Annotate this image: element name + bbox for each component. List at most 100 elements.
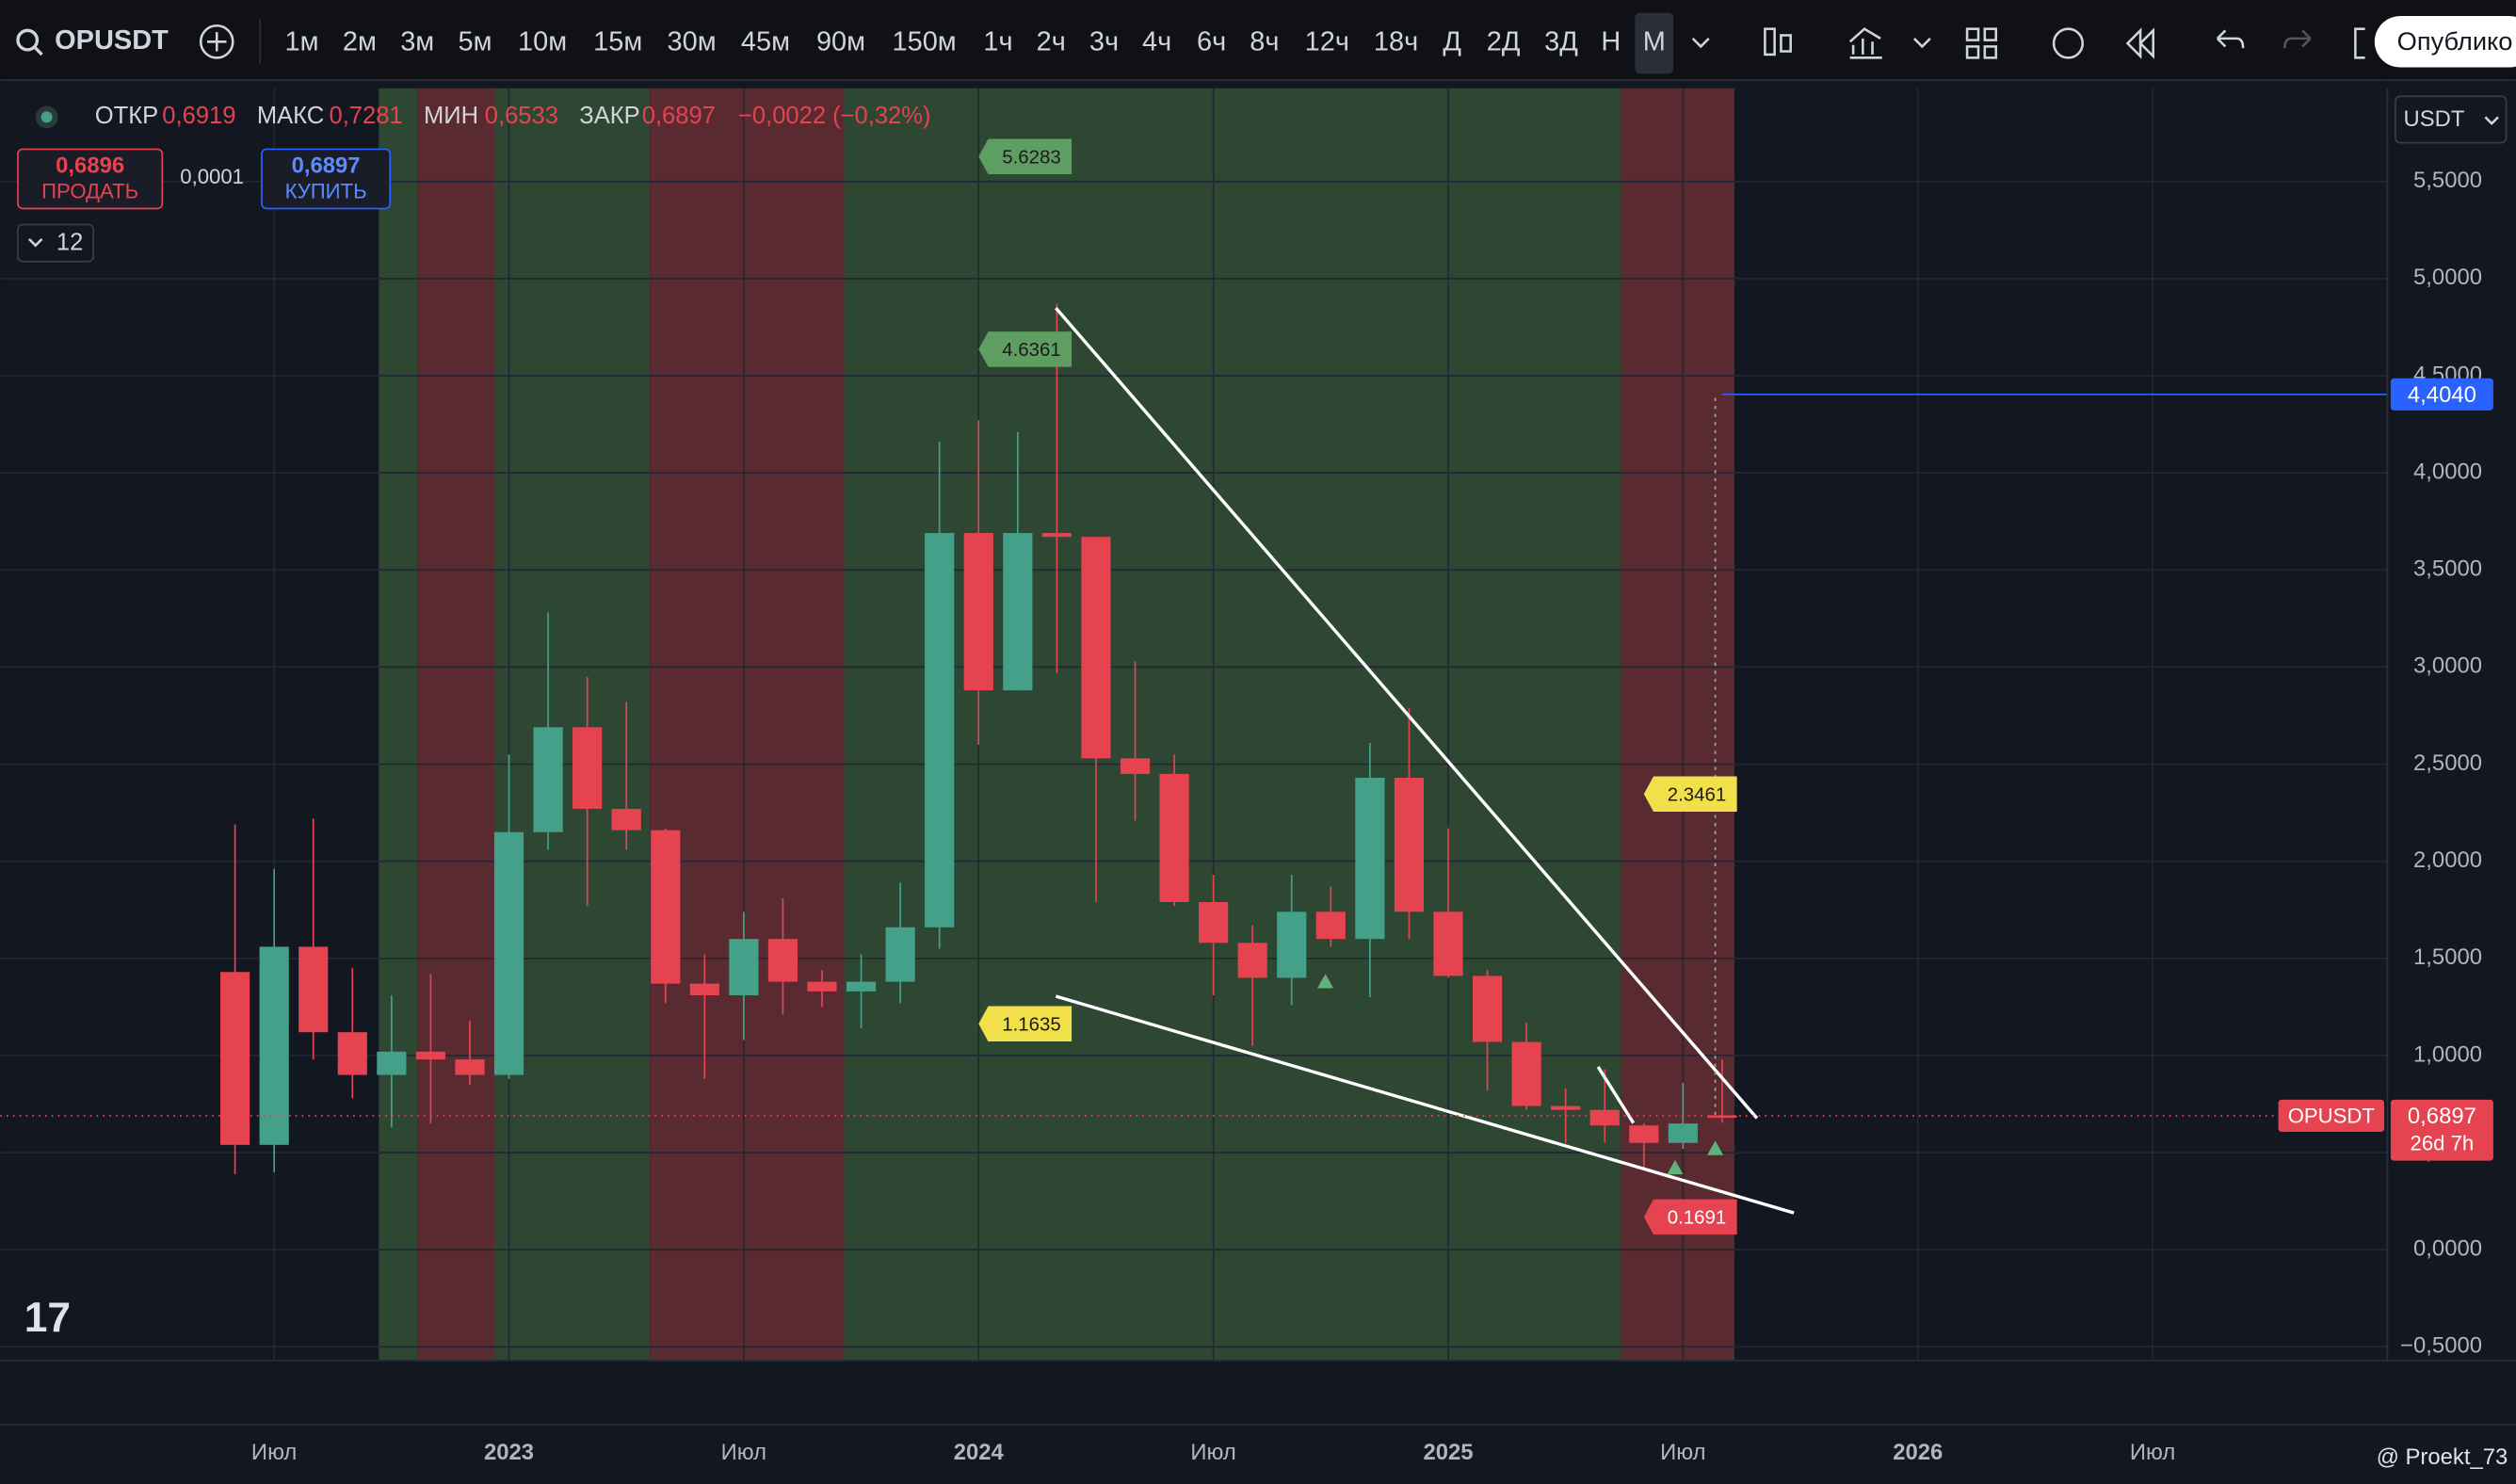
interval-button[interactable]: 3м xyxy=(400,27,434,57)
y-tick-label: 5,5000 xyxy=(2413,168,2482,193)
currency-select[interactable] xyxy=(2395,95,2508,144)
symbol[interactable]: OPUSDT xyxy=(55,25,169,56)
x-tick-label: 2024 xyxy=(954,1440,1005,1465)
buy-button[interactable] xyxy=(261,148,392,210)
interval-button[interactable]: 3Д xyxy=(1544,27,1578,57)
countdown: 26d 7h xyxy=(2411,1131,2475,1154)
y-tick-label: 2,5000 xyxy=(2413,750,2482,776)
legend-value: 0,6919 xyxy=(162,103,235,129)
interval-button[interactable]: 6ч xyxy=(1197,27,1226,57)
candle-body xyxy=(1003,533,1033,691)
trend-line xyxy=(1596,1066,1636,1124)
legend-value: 0,6533 xyxy=(485,103,558,129)
publish-label: Опублико xyxy=(2397,26,2513,56)
replay-icon[interactable] xyxy=(2125,27,2154,59)
interval-button[interactable]: 4ч xyxy=(1142,27,1171,57)
candle-body xyxy=(1199,901,1229,944)
interval-button[interactable]: Н xyxy=(1601,27,1621,57)
candle-body xyxy=(1511,1041,1541,1106)
undo-icon[interactable] xyxy=(2216,29,2245,49)
legend-label: МИН xyxy=(424,103,478,129)
interval-button[interactable]: 150м xyxy=(893,27,957,57)
interval-button[interactable]: 5м xyxy=(459,27,492,57)
axes: −0,50000,00000,50001,00001,50002,00002,5… xyxy=(251,168,2493,1465)
indicators-toggle[interactable] xyxy=(17,223,94,263)
interval-button[interactable]: Д xyxy=(1443,27,1461,57)
sell-button[interactable] xyxy=(17,148,164,210)
interval-button[interactable]: 10м xyxy=(518,27,567,57)
y-tick-label: 5,0000 xyxy=(2413,265,2482,290)
fullscreen-icon[interactable] xyxy=(2354,27,2365,59)
interval-button[interactable]: 2Д xyxy=(1487,27,1521,57)
plus-icon xyxy=(207,32,227,52)
alert-icon[interactable] xyxy=(2052,27,2085,59)
candle-body xyxy=(767,939,798,982)
interval-button[interactable]: М xyxy=(1643,27,1666,57)
interval-button[interactable]: 90м xyxy=(816,27,865,57)
price-tag xyxy=(1643,776,1737,813)
candle-body xyxy=(729,939,759,996)
interval-button[interactable]: 1м xyxy=(285,27,319,57)
publish-button[interactable] xyxy=(2374,16,2516,68)
price-tag xyxy=(978,1006,1073,1041)
price-tag-label: 5.6283 xyxy=(1002,146,1061,168)
y-tick-label: 3,0000 xyxy=(2413,653,2482,679)
interval-button[interactable]: 45м xyxy=(741,27,790,57)
toolbar xyxy=(0,0,2516,81)
watermark: @ Proekt_73 xyxy=(2377,1444,2508,1470)
legend-label: ОТКР xyxy=(95,103,158,129)
candle-body xyxy=(298,946,329,1033)
price-tag-label: 2.3461 xyxy=(1668,783,1727,805)
candle-body xyxy=(1472,976,1503,1042)
compare-button[interactable] xyxy=(199,24,234,59)
interval-button[interactable]: 15м xyxy=(593,27,642,57)
layout-icon xyxy=(1965,45,1980,59)
price-tag xyxy=(1643,1199,1737,1235)
candle-body xyxy=(1433,911,1463,976)
layout-icon[interactable] xyxy=(1965,27,1980,41)
y-tick-label: 3,5000 xyxy=(2413,556,2482,582)
interval-button[interactable]: 30м xyxy=(668,27,717,57)
interval-dropdown[interactable] xyxy=(1691,37,1710,49)
candle-body xyxy=(1041,533,1072,538)
interval-button[interactable]: 1ч xyxy=(983,27,1012,57)
trend-line xyxy=(1055,994,1795,1215)
interval-button[interactable]: 8ч xyxy=(1250,27,1279,57)
x-tick-label: 2025 xyxy=(1423,1440,1473,1465)
signal-arrow xyxy=(1667,1159,1684,1175)
candle-body xyxy=(651,830,681,984)
y-tick-label: 1,0000 xyxy=(2413,1041,2482,1067)
interval-button[interactable]: 18ч xyxy=(1374,27,1418,57)
x-tick-label: Июл xyxy=(721,1440,766,1465)
chevron xyxy=(27,237,43,248)
interval-button[interactable]: 12ч xyxy=(1305,27,1349,57)
candle-body xyxy=(1315,911,1346,940)
redo-icon[interactable] xyxy=(2283,29,2312,49)
price-tag-label: 4.6361 xyxy=(1002,339,1061,361)
legend-value: 0,6897 xyxy=(642,103,716,129)
interval-button[interactable]: 2ч xyxy=(1037,27,1066,57)
candle-body xyxy=(455,1059,485,1075)
interval-button[interactable]: 3ч xyxy=(1089,27,1119,57)
toolbar-icons xyxy=(1764,27,2365,59)
candle-body xyxy=(611,808,641,831)
x-tick-label: 2023 xyxy=(484,1440,534,1465)
price-line-tag xyxy=(2390,378,2493,411)
candle-body xyxy=(1120,758,1151,774)
zone-green xyxy=(493,88,651,1361)
symbol-tag xyxy=(2278,1099,2385,1133)
drawings xyxy=(1055,307,1795,1215)
candle-body xyxy=(220,972,250,1145)
y-tick-label: 4,0000 xyxy=(2413,459,2482,484)
price-tag xyxy=(978,138,1073,174)
y-tick-label: −0,5000 xyxy=(2400,1333,2482,1359)
layout-icon xyxy=(1983,27,1998,41)
indicators-icon[interactable] xyxy=(1848,27,1882,59)
indicators-dropdown[interactable] xyxy=(1912,37,1931,49)
grid xyxy=(0,88,2388,1361)
candle-type-icon[interactable] xyxy=(1764,27,1776,56)
status-dot xyxy=(40,111,53,123)
y-tick-label: 2,0000 xyxy=(2413,847,2482,873)
interval-button[interactable]: 2м xyxy=(343,27,377,57)
search-icon[interactable] xyxy=(16,28,40,52)
